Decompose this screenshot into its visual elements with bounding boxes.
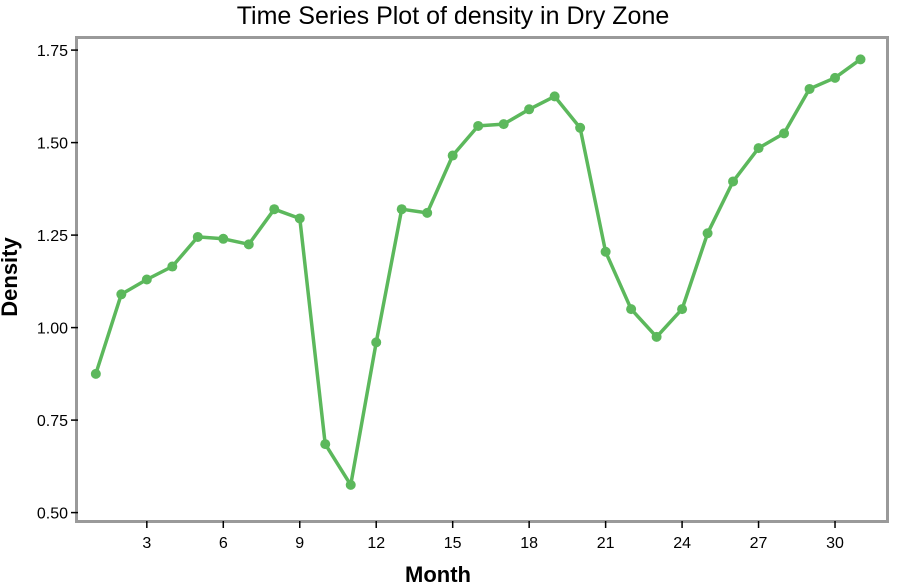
data-point	[192, 231, 203, 242]
data-point	[549, 91, 560, 102]
x-tick-label: 21	[597, 535, 615, 552]
data-point	[473, 120, 484, 131]
data-point	[269, 204, 280, 215]
data-point	[218, 233, 229, 244]
data-point	[90, 368, 101, 379]
x-tick-label: 9	[295, 535, 304, 552]
data-point	[651, 331, 662, 342]
data-point	[830, 72, 841, 83]
x-tick-label: 3	[142, 535, 151, 552]
data-point	[243, 239, 254, 250]
x-tick-label: 12	[367, 535, 385, 552]
data-point	[702, 228, 713, 239]
x-axis-label: Month	[405, 562, 471, 585]
data-point	[294, 213, 305, 224]
y-axis: 0.50 0.75 1.00 1.25 1.50 1.75	[37, 43, 78, 523]
y-tick-label: 0.75	[37, 413, 68, 430]
data-point	[167, 261, 178, 272]
data-point	[422, 207, 433, 218]
data-point	[626, 304, 637, 315]
data-point	[320, 439, 331, 450]
y-tick-label: 0.50	[37, 506, 68, 523]
y-tick-label: 1.00	[37, 321, 68, 338]
data-point	[498, 119, 509, 130]
data-point	[728, 176, 739, 187]
data-point	[677, 304, 688, 315]
x-tick-label: 18	[520, 535, 538, 552]
x-tick-label: 6	[219, 535, 228, 552]
y-tick-label: 1.75	[37, 43, 68, 60]
x-axis: 3 6 9 12 15 18 21 24 27 30	[142, 521, 844, 552]
chart-title: Time Series Plot of density in Dry Zone	[237, 2, 670, 30]
data-point	[447, 150, 458, 161]
data-point	[396, 204, 407, 215]
data-point	[371, 337, 382, 348]
data-point	[779, 128, 790, 139]
x-tick-label: 24	[673, 535, 691, 552]
plot-frame	[75, 36, 889, 523]
x-tick-label: 15	[444, 535, 462, 552]
y-tick-label: 1.25	[37, 228, 68, 245]
x-tick-label: 27	[750, 535, 768, 552]
data-point	[804, 83, 815, 94]
data-point	[575, 122, 586, 133]
data-point	[753, 143, 764, 154]
data-point	[345, 479, 356, 490]
y-tick-label: 1.50	[37, 136, 68, 153]
data-point	[141, 274, 152, 285]
density-series-points	[90, 54, 866, 490]
x-tick-label: 30	[826, 535, 844, 552]
data-point	[524, 104, 535, 115]
data-point	[116, 289, 127, 300]
data-point	[855, 54, 866, 65]
data-point	[600, 246, 611, 257]
y-axis-label: Density	[0, 237, 22, 317]
